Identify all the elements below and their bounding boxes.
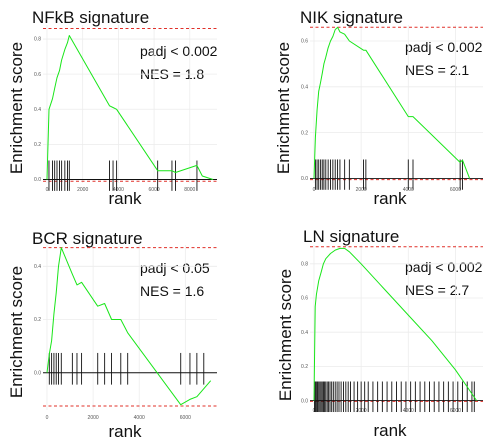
panel-title: NFkB signature: [32, 8, 149, 27]
x-tick-label: 6000: [450, 408, 461, 414]
x-tick-label: 2000: [356, 187, 367, 193]
y-tick-label: 0.4: [34, 264, 41, 270]
y-tick-label: 0.2: [34, 317, 41, 323]
x-tick-label: 6000: [149, 187, 160, 193]
y-axis-title: Enrichment score: [276, 269, 295, 401]
y-tick-label: 0.8: [301, 262, 308, 268]
y-tick-label: 0.8: [34, 37, 41, 43]
x-axis-title: rank: [373, 189, 407, 208]
nes-stat: NES = 1.6: [140, 283, 204, 299]
y-axis-title: Enrichment score: [274, 42, 293, 174]
x-tick-label: 2000: [88, 415, 99, 421]
x-axis-title: rank: [108, 189, 142, 208]
y-tick-label: 0.4: [34, 107, 41, 113]
y-tick-label: 0.2: [301, 130, 308, 136]
enrichment-curve: [313, 26, 471, 179]
x-axis-title: rank: [373, 421, 407, 440]
y-axis-title: Enrichment score: [7, 266, 26, 398]
y-tick-label: 0.6: [301, 39, 308, 45]
padj-stat: padj < 0.002: [140, 43, 218, 59]
y-tick-label: 0.0: [34, 177, 41, 183]
nik-panel: NIK signature padj < 0.002 NES = 2.1 Enr…: [274, 8, 483, 208]
ln-panel: LN signature padj < 0.002 NES = 2.7 Enri…: [276, 227, 483, 440]
x-tick-label: 4000: [403, 408, 414, 414]
y-tick-label: 0.0: [34, 370, 41, 376]
padj-stat: padj < 0.002: [405, 39, 483, 55]
padj-stat: padj < 0.002: [405, 259, 483, 275]
x-tick-label: 4000: [113, 187, 124, 193]
y-tick-label: 0.6: [301, 296, 308, 302]
y-axis-title: Enrichment score: [7, 42, 26, 174]
nes-stat: NES = 2.1: [405, 62, 469, 78]
x-axis-title: rank: [108, 422, 142, 441]
y-tick-label: 0.0: [301, 398, 308, 404]
x-tick-label: 2000: [77, 187, 88, 193]
x-tick-label: 4000: [134, 415, 145, 421]
panel-title: LN signature: [303, 227, 399, 246]
padj-stat: padj < 0.05: [140, 260, 210, 276]
enrichment-curve: [313, 247, 478, 401]
y-tick-label: 0.6: [34, 72, 41, 78]
y-tick-label: 0.2: [34, 142, 41, 148]
x-tick-label: 4000: [403, 187, 414, 193]
y-tick-label: 0.4: [301, 85, 308, 91]
y-tick-label: 0.2: [301, 364, 308, 370]
x-tick-label: 0: [46, 415, 49, 421]
enrichment-curve: [46, 247, 212, 406]
nes-stat: NES = 2.7: [405, 282, 469, 298]
x-tick-label: 0: [313, 187, 316, 193]
nfkb-panel: NFkB signature padj < 0.002 NES = 1.8 En…: [7, 8, 218, 208]
y-tick-label: 0.0: [301, 176, 308, 182]
y-tick-label: 0.4: [301, 330, 308, 336]
panel-title: BCR signature: [32, 229, 143, 248]
x-tick-label: 0: [46, 187, 49, 193]
x-tick-label: 8000: [184, 187, 195, 193]
enrichment-curve: [46, 35, 214, 180]
x-tick-label: 6000: [180, 415, 191, 421]
bcr-panel: BCR signature padj < 0.05 NES = 1.6 Enri…: [7, 229, 217, 441]
panel-title: NIK signature: [300, 8, 403, 27]
x-tick-label: 6000: [450, 187, 461, 193]
